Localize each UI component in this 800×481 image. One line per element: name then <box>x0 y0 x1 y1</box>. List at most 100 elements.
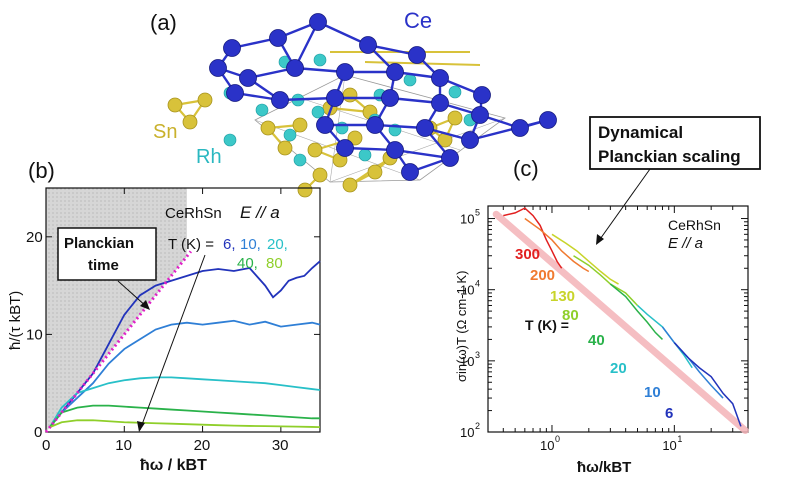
panel-b-t-label: T (K) = <box>168 236 214 253</box>
panel-c-polarization: E // a <box>668 235 703 252</box>
legend-10: 10, <box>240 236 261 253</box>
temp-label-200: 200 <box>530 267 555 284</box>
rh-atom <box>403 73 417 87</box>
y-tick-label: 10 <box>460 425 474 440</box>
ce-atom <box>336 139 354 157</box>
ce-bond <box>469 118 549 142</box>
scaling-callout-box <box>589 116 761 170</box>
sn-atom <box>277 140 293 156</box>
ce-atom <box>271 91 289 109</box>
panel-c-sample: CeRhSn <box>668 217 721 233</box>
ce-atom <box>239 69 257 87</box>
rh-atom <box>283 128 297 142</box>
panel-c-ylabel: σin(ω)T (Ω cm-1 K) <box>454 271 469 382</box>
y-tick-exponent: 3 <box>475 350 480 360</box>
sn-atom <box>260 120 276 136</box>
callout-arrowhead <box>140 300 150 310</box>
ce-atom <box>416 119 434 137</box>
rh-atom <box>313 53 327 67</box>
sn-atom <box>197 92 213 108</box>
panel-c-xlabel: ħω/kBT <box>577 459 631 476</box>
sn-atom <box>307 142 323 158</box>
rh-atom <box>223 133 237 147</box>
scaling-callout-line1: Dynamical <box>598 123 683 142</box>
series-line-10 <box>661 326 724 399</box>
y-tick-exponent: 5 <box>475 208 480 218</box>
temp-label-6: 6 <box>665 405 673 422</box>
legend-80: 80 <box>266 255 283 272</box>
temp-label-130: 130 <box>550 288 575 305</box>
label-ce: Ce <box>404 8 432 33</box>
ce-atom <box>441 149 459 167</box>
y-tick-label: 20 <box>26 229 43 246</box>
ce-atom <box>359 36 377 54</box>
planckian-callout-box <box>57 227 157 281</box>
ce-atom <box>511 119 529 137</box>
plot-frame-c <box>487 205 749 433</box>
sn-bond <box>364 61 481 66</box>
sn-atom <box>312 167 328 183</box>
planckian-callout-line2: time <box>88 257 119 274</box>
sn-atom <box>342 87 358 103</box>
panel-a-letter: (a) <box>150 10 177 35</box>
ce-atom <box>539 111 557 129</box>
y-tick-exponent: 4 <box>475 279 480 289</box>
plot-frame-b <box>45 187 321 433</box>
series-line-200 <box>524 217 590 273</box>
ce-atom <box>316 116 334 134</box>
ce-atom <box>209 59 227 77</box>
ce-atom <box>401 163 419 181</box>
x-tick-label: 10 <box>662 438 676 453</box>
planckian-bound-region <box>46 188 187 432</box>
unit-cell-edge <box>329 117 506 183</box>
x-tick-label: 30 <box>272 437 289 454</box>
series-line-20 <box>49 376 321 428</box>
panel-b-ylabel: ħ/(τ kBT) <box>7 291 24 350</box>
sn-atom <box>367 164 383 180</box>
temp-label-300: 300 <box>515 246 540 263</box>
y-tick-label: 10 <box>460 354 474 369</box>
ce-atom <box>336 63 354 81</box>
rh-atom <box>448 85 462 99</box>
sn-atom <box>342 177 358 193</box>
ce-atom <box>473 86 491 104</box>
ce-atom <box>408 46 426 64</box>
temp-label-20: 20 <box>610 360 627 377</box>
sn-atom <box>167 97 183 113</box>
x-tick-exponent: 0 <box>555 434 560 444</box>
series-line-6 <box>49 260 321 428</box>
ce-atom <box>381 89 399 107</box>
panel-b-xlabel: ħω / kBT <box>140 457 207 474</box>
sn-atom <box>447 110 463 126</box>
series-line-80 <box>49 419 321 429</box>
temp-label-10: 10 <box>644 384 661 401</box>
sn-atom <box>182 114 198 130</box>
ce-bond <box>317 20 369 47</box>
sn-atom <box>297 182 313 198</box>
ce-atom <box>471 106 489 124</box>
ce-bond <box>279 96 336 102</box>
y-tick-label: 10 <box>460 212 474 227</box>
planckian-line <box>44 250 192 433</box>
label-rh: Rh <box>196 146 222 168</box>
legend-40: 40, <box>237 255 258 272</box>
series-line-80 <box>573 255 639 306</box>
ce-atom <box>386 141 404 159</box>
panel-c-letter: (c) <box>513 156 539 181</box>
ce-atom <box>269 29 287 47</box>
y-tick-label: 0 <box>34 424 42 441</box>
sn-atom <box>347 130 363 146</box>
ce-atom <box>226 84 244 102</box>
legend-20: 20, <box>267 236 288 253</box>
ce-atom <box>366 116 384 134</box>
ce-atom <box>223 39 241 57</box>
ce-atom <box>431 94 449 112</box>
temp-arrowhead <box>137 421 145 432</box>
ce-atom <box>286 59 304 77</box>
series-line-6 <box>673 342 742 427</box>
ce-atom <box>431 69 449 87</box>
planckian-callout-line1: Planckian <box>64 235 134 252</box>
ce-atom <box>386 63 404 81</box>
